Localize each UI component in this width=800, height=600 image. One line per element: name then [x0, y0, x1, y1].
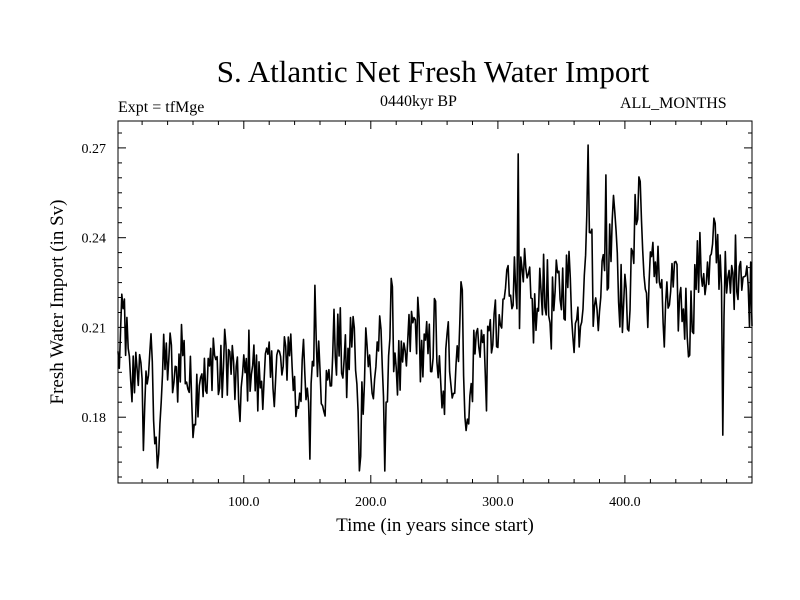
x-tick-label: 300.0	[482, 495, 514, 510]
y-tick-label: 0.24	[82, 232, 107, 247]
months-label: ALL_MONTHS	[620, 95, 727, 112]
y-tick-label: 0.21	[82, 321, 107, 336]
series-line-fresh-water-import	[117, 144, 753, 472]
y-tick-label: 0.18	[82, 411, 107, 426]
x-tick-label: 200.0	[355, 495, 387, 510]
x-axis-label: Time (in years since start)	[336, 515, 534, 536]
axis-ticks	[118, 121, 752, 483]
y-axis-label: Fresh Water Import (in Sv)	[47, 200, 68, 405]
tick-labels: 100.0 200.0 300.0 400.0 0.18 0.21 0.24 0.27	[82, 142, 641, 510]
chart-title: S. Atlantic Net Fresh Water Import	[216, 54, 650, 89]
period-label: 0440kyr BP	[380, 93, 457, 110]
y-tick-label: 0.27	[82, 142, 107, 157]
x-tick-label: 100.0	[228, 495, 260, 510]
x-tick-label: 400.0	[609, 495, 641, 510]
experiment-label: Expt = tfMge	[118, 99, 205, 116]
